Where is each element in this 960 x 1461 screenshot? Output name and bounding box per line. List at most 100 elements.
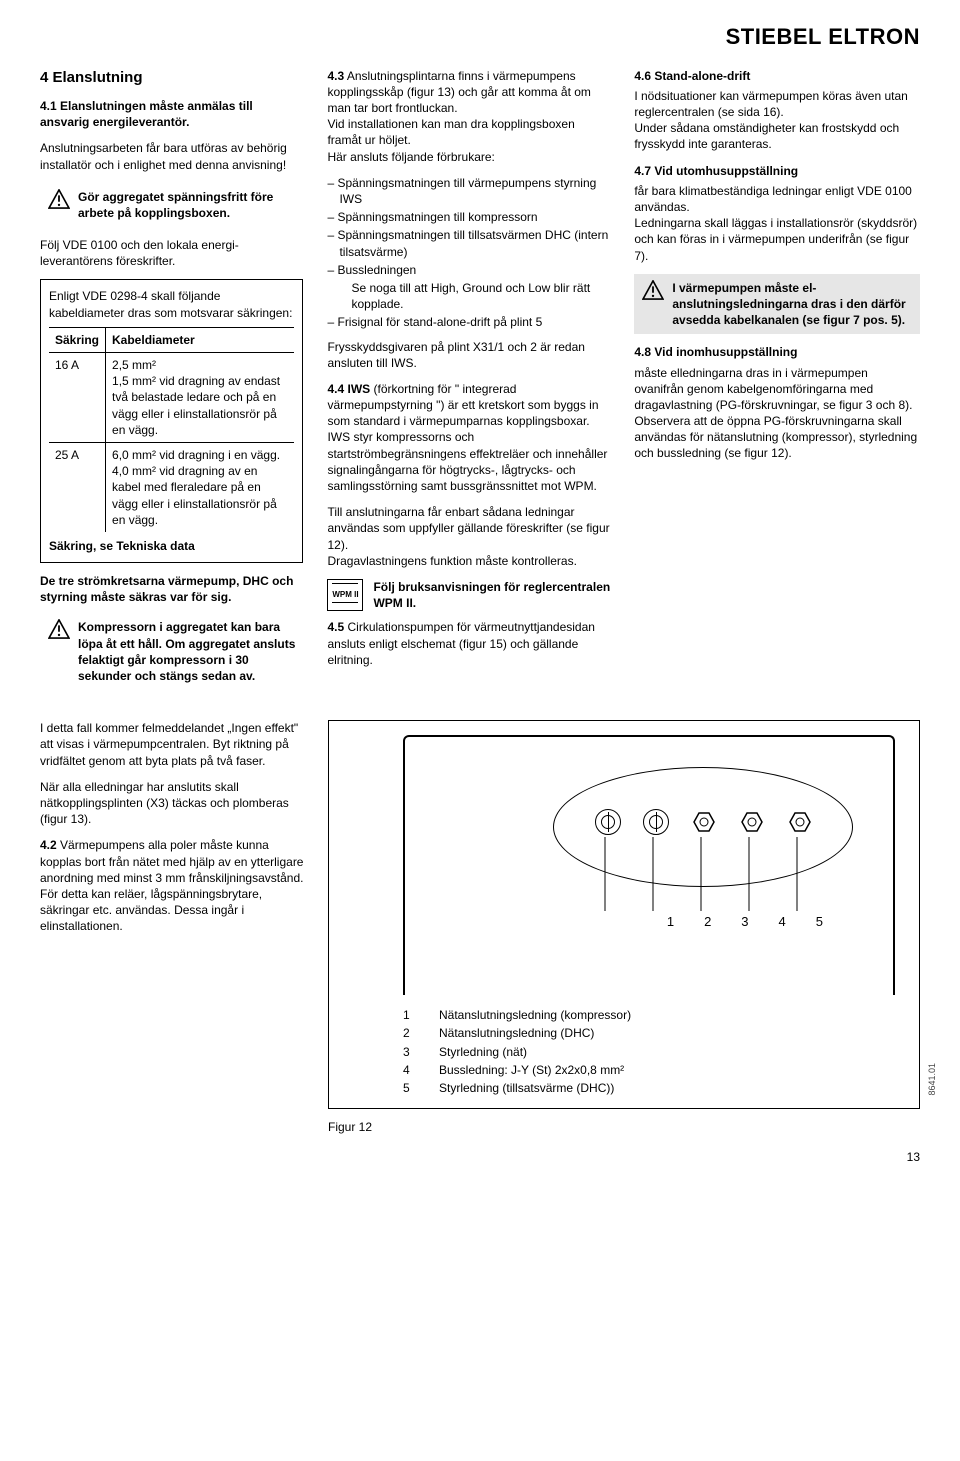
legend-text: Nätanslutningsledning (DHC) [439,1025,594,1041]
connector-group [595,809,813,835]
para-4-5: 4.5 Cirkulationspumpen för värmeutnyttja… [327,619,610,668]
lower-left: I detta fall kommer felmeddelandet „Inge… [40,720,304,1135]
para-4-3: 4.3 Anslutningsplintarna finns i värmepu… [327,68,610,165]
li-compressor: Spänningsmatningen till kompressorn [339,209,610,225]
text-4-3: Anslutningsplintarna finns i värmepumpen… [327,69,590,164]
device-outline: 1 2 3 4 5 [403,735,895,995]
legend-num: 2 [403,1025,417,1041]
warning-box-2: Kompressorn i aggregatet kan bara löpa å… [40,613,303,690]
warning-text-3: I värmepumpen måste el-anslutningslednin… [672,280,912,329]
brand-logo: STIEBEL ELTRON [40,22,920,52]
warning-box-3: I värmepumpen måste el-anslutningslednin… [634,274,920,335]
text-4-4: (förkortning för " integrerad värmepumps… [327,382,607,493]
legend-row: 1 Nätanslutningsledning (kompressor) [403,1007,905,1023]
figure-legend: 1 Nätanslutningsledning (kompressor) 2 Nät… [403,1007,905,1096]
figure-caption: Figur 12 [328,1119,920,1135]
warning-text-2: Kompressorn i aggregatet kan bara löpa å… [78,619,295,684]
page-number: 13 [40,1149,920,1165]
legend-text: Styrledning (tillsatsvärme (DHC)) [439,1080,614,1096]
para-4-3b: Frysskyddsgivaren på plint X31/1 och 2 ä… [327,339,610,371]
li-dhc: Spänningsmatningen till tillsatsvärmen D… [339,227,610,259]
para-4-4b: Till anslutningarna får enbart sådana le… [327,504,610,569]
subhead-three-circuits: De tre strömkretsarna värmepump, DHC och… [40,573,303,605]
fig-num-3: 3 [741,913,748,931]
para-4-8: måste elledningarna dras in i värmepumpe… [634,365,920,462]
lead-4-3: 4.3 [327,69,344,83]
lead-4-8: 4.8 Vid inomhusuppställning [634,345,797,359]
cable-r1c2: 2,5 mm² 1,5 mm² vid dragning av endast t… [106,353,295,443]
warning-icon [48,189,70,209]
legend-text: Bussledning: J-Y (St) 2x2x0,8 mm² [439,1062,624,1078]
para-4-4: 4.4 IWS (förkortning för " integrerad vä… [327,381,610,494]
para-4-7: får bara klimatbeständiga ledningar enli… [634,183,920,264]
para-4-1b: Anslutningsarbeten får bara utföras av b… [40,140,303,172]
warning-icon [48,619,70,639]
section-title-4: 4 Elanslutning [40,68,303,88]
text-4-2: Värmepumpens alla poler måste kunna kopp… [40,838,303,933]
connector-round-2 [643,809,669,835]
legend-row: 2 Nätanslutningsledning (DHC) [403,1025,905,1041]
figure-number-row: 1 2 3 4 5 [667,913,823,931]
warning-box-1: Gör aggregatet spänningsfritt före arbet… [40,183,303,227]
warning-text-1: Gör aggregatet spänningsfritt före arbet… [78,189,295,221]
li-iws: Spänningsmatningen till värmepumpens sty… [339,175,610,207]
lead-4-4: 4.4 IWS [327,382,370,396]
connector-round-1 [595,809,621,835]
cable-note-head: Enligt VDE 0298-4 skall följande kabeldi… [49,288,294,320]
legend-num: 5 [403,1080,417,1096]
column-1: 4 Elanslutning 4.1 Elanslutningen måste … [40,68,303,701]
connector-hex-1 [691,809,717,835]
li-standalone: Frisignal för stand-alone-drift på plint… [339,314,610,330]
li-iws-text: Spänningsmatningen till värmepumpens sty… [337,176,596,206]
li-standalone-text: Frisignal för stand-alone-drift på plint… [337,315,542,329]
legend-num: 3 [403,1044,417,1060]
fig-num-2: 2 [704,913,711,931]
consumer-list: Spänningsmatningen till värmepumpens sty… [327,175,610,331]
column-3: 4.6 Stand-alone-drift I nödsituationer k… [634,68,920,701]
lower-block: I detta fall kommer felmeddelandet „Inge… [40,720,920,1135]
cable-th-1: Säkring [49,327,106,352]
legend-row: 4 Bussledning: J-Y (St) 2x2x0,8 mm² [403,1062,905,1078]
lead-4-2: 4.2 [40,838,57,852]
connector-hex-3 [787,809,813,835]
legend-text: Nätanslutningsledning (kompressor) [439,1007,631,1023]
text-4-5: Cirkulationspumpen för värmeutnyttjandes… [327,620,595,666]
legend-text: Styrledning (nät) [439,1044,527,1060]
para-seal: När alla elledningar har anslutits skall… [40,779,304,828]
cable-r1c1: 16 A [49,353,106,443]
connector-hex-2 [739,809,765,835]
cable-th-2: Kabeldiameter [106,327,295,352]
legend-row: 3 Styrledning (nät) [403,1044,905,1060]
main-columns: 4 Elanslutning 4.1 Elanslutningen måste … [40,68,920,701]
cable-r2c1: 25 A [49,442,106,531]
fig-num-5: 5 [816,913,823,931]
column-2: 4.3 Anslutningsplintarna finns i värmepu… [327,68,610,701]
lower-right: 1 2 3 4 5 1 Nätanslutningsledning (kompre… [328,720,920,1135]
para-4-2: 4.2 Värmepumpens alla poler måste kunna … [40,837,304,934]
lead-4-1: 4.1 Elanslutningen måste anmälas till an… [40,99,253,129]
para-4-1: 4.1 Elanslutningen måste anmälas till an… [40,98,303,130]
wpm-note: WPM II Följ bruksanvisningen för reglerc… [327,579,610,611]
wpm-text: Följ bruksanvisningen för reglercentrale… [373,579,610,611]
lead-4-7: 4.7 Vid utomhusuppställning [634,164,798,178]
fig-num-1: 1 [667,913,674,931]
para-4-1c: Följ VDE 0100 och den lokala energi-leve… [40,237,303,269]
lead-4-5: 4.5 [327,620,344,634]
cable-r2c2: 6,0 mm² vid dragning i en vägg. 4,0 mm² … [106,442,295,531]
cable-note-box: Enligt VDE 0298-4 skall följande kabeldi… [40,279,303,563]
legend-row: 5 Styrledning (tillsatsvärme (DHC)) [403,1080,905,1096]
li-bus-note: Se noga till att High, Ground och Low bl… [339,280,610,312]
legend-num: 4 [403,1062,417,1078]
para-fault: I detta fall kommer felmeddelandet „Inge… [40,720,304,769]
li-bus: Bussledningen [339,262,610,278]
heading-4-8: 4.8 Vid inomhusuppställning [634,344,920,360]
para-4-6: I nödsituationer kan värmepumpen köras ä… [634,88,920,153]
legend-num: 1 [403,1007,417,1023]
heading-4-6: 4.6 Stand-alone-drift [634,68,920,84]
callout-lines [597,837,817,913]
figure-code: 8641.01 [926,1063,938,1096]
wpm-icon: WPM II [327,579,363,611]
cable-table: Säkring Kabeldiameter 16 A 2,5 mm² 1,5 m… [49,327,294,532]
lead-4-6: 4.6 Stand-alone-drift [634,69,750,83]
warning-icon [642,280,664,300]
